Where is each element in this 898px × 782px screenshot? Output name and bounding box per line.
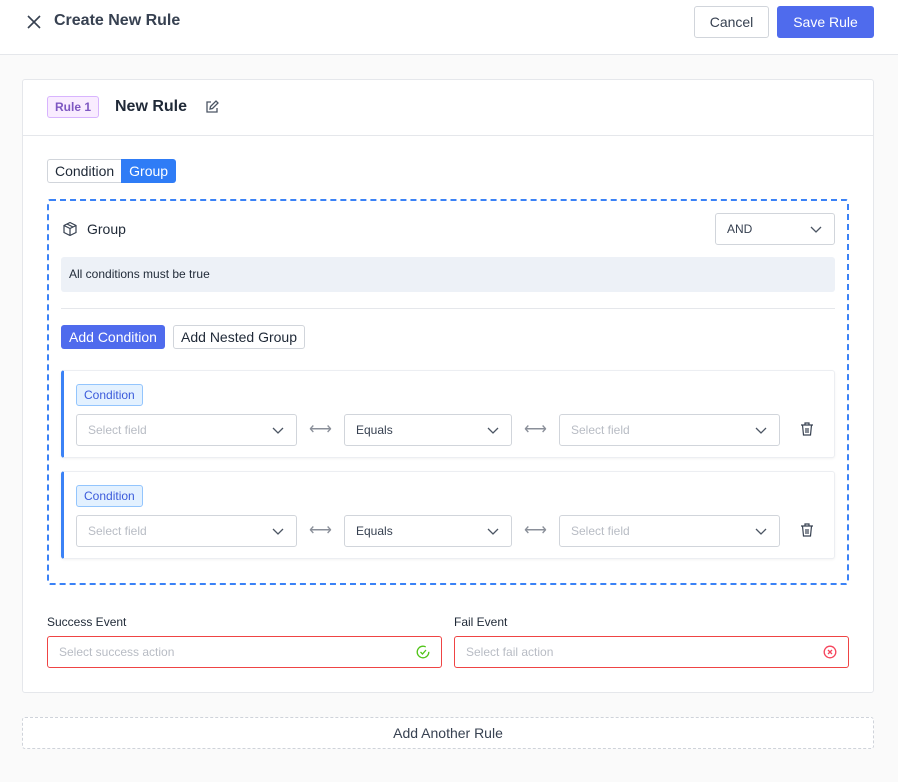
check-circle-icon (416, 645, 430, 659)
close-icon[interactable] (27, 15, 41, 29)
comparison-value: Equals (356, 423, 393, 437)
arrows-icon: ⟷ (524, 522, 547, 539)
group-description: All conditions must be true (61, 257, 835, 292)
success-event-placeholder: Select success action (59, 645, 175, 659)
type-toggle: Condition Group (47, 159, 177, 183)
page-title: Create New Rule (54, 12, 181, 29)
chevron-down-icon (272, 427, 284, 434)
right-field-placeholder: Select field (571, 423, 630, 437)
operator-value: AND (727, 222, 753, 236)
divider (23, 135, 873, 136)
arrows-icon: ⟷ (309, 421, 332, 438)
right-field-select[interactable]: Select field (559, 515, 780, 547)
fail-event-label: Fail Event (454, 615, 508, 629)
operator-select[interactable]: AND (715, 213, 835, 245)
group-label: Group (87, 221, 126, 237)
right-field-placeholder: Select field (571, 524, 630, 538)
chevron-down-icon (755, 528, 767, 535)
header: Create New Rule Cancel Save Rule (0, 0, 898, 55)
trash-icon[interactable] (799, 522, 815, 538)
trash-icon[interactable] (799, 421, 815, 437)
cancel-button[interactable]: Cancel (694, 6, 769, 38)
add-another-rule-button[interactable]: Add Another Rule (22, 717, 874, 749)
rule-card: Rule 1 New Rule Condition Group Group AN… (22, 79, 874, 693)
toggle-condition[interactable]: Condition (47, 159, 122, 183)
add-condition-button[interactable]: Add Condition (61, 325, 165, 349)
arrows-icon: ⟷ (309, 522, 332, 539)
toggle-group[interactable]: Group (121, 159, 177, 183)
chevron-down-icon (755, 427, 767, 434)
comparison-select[interactable]: Equals (344, 515, 512, 547)
fail-event-select[interactable]: Select fail action (454, 636, 849, 668)
left-field-placeholder: Select field (88, 524, 147, 538)
chevron-down-icon (487, 427, 499, 434)
right-field-select[interactable]: Select field (559, 414, 780, 446)
close-circle-icon[interactable] (823, 645, 837, 659)
cube-icon (63, 221, 77, 237)
left-field-placeholder: Select field (88, 423, 147, 437)
add-nested-group-button[interactable]: Add Nested Group (173, 325, 305, 349)
condition-badge: Condition (76, 384, 143, 406)
condition-row: Condition Select field ⟷ Equals ⟷ Select… (61, 370, 835, 458)
rule-badge: Rule 1 (47, 96, 100, 118)
condition-badge: Condition (76, 485, 143, 507)
arrows-icon: ⟷ (524, 421, 547, 438)
edit-icon[interactable] (205, 100, 219, 114)
chevron-down-icon (810, 226, 822, 233)
divider (61, 308, 835, 309)
success-event-label: Success Event (47, 615, 127, 629)
comparison-select[interactable]: Equals (344, 414, 512, 446)
fail-event-placeholder: Select fail action (466, 645, 554, 659)
condition-row: Condition Select field ⟷ Equals ⟷ Select… (61, 471, 835, 559)
chevron-down-icon (272, 528, 284, 535)
left-field-select[interactable]: Select field (76, 515, 297, 547)
chevron-down-icon (487, 528, 499, 535)
comparison-value: Equals (356, 524, 393, 538)
rule-name: New Rule (115, 98, 188, 115)
success-event-select[interactable]: Select success action (47, 636, 442, 668)
left-field-select[interactable]: Select field (76, 414, 297, 446)
save-rule-button[interactable]: Save Rule (777, 6, 874, 38)
group-box: Group AND All conditions must be true Ad… (47, 199, 849, 585)
